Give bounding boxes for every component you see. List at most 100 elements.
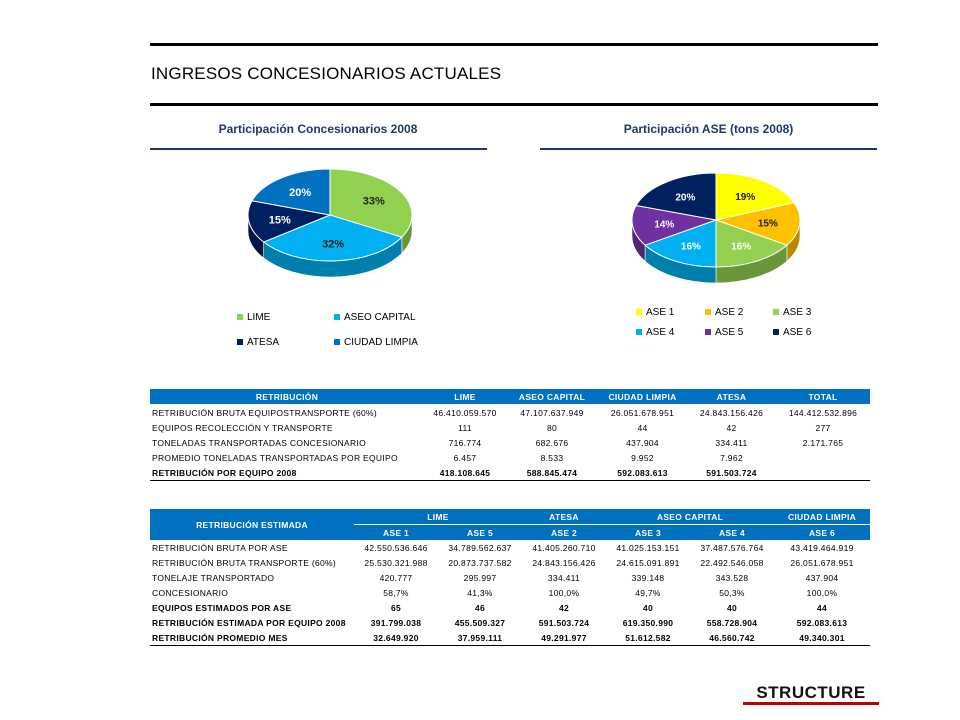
table-row: CONCESIONARIO 58,7% 41,3% 100,0% 49,7% 50,3% 1… [150,585,870,600]
table-row: EQUIPOS RECOLECCIÓN Y TRANSPORTE 111 80 44 4… [150,420,870,435]
table-cell: 43.419.464.919 [790,542,854,553]
table-cell: 40 [726,602,738,613]
pie-data-label: 19% [735,192,755,203]
legend-label: CIUDAD LIMPIA [344,337,418,348]
pie-slice-atesa [247,200,332,243]
left-chart-underline [150,148,487,150]
row-label: RETRIBUCIÓN PROMEDIO MES [152,632,288,643]
table-cell: 41,3% [467,587,493,598]
right-chart-title: Participación ASE (tons 2008) [623,122,794,136]
table-header-row: RETRIBUCIÓN LIME ASEO CAPITAL CIUDAD LIM… [150,389,870,405]
column-header: ASE 6 [774,524,870,540]
table-cell: 37.487.576.764 [700,542,764,553]
legend-label: ASE 5 [715,327,744,338]
pie-data-label: 16% [681,242,701,253]
legend-swatch [636,329,642,336]
row-label: PROMEDIO TONELADAS TRANSPORTADAS POR EQU… [152,452,398,463]
table-cell: 391.799.038 [370,617,422,628]
row-label: TONELAJE TRANSPORTADO [152,572,275,583]
legend-label: ASE 2 [715,307,744,318]
table-cell: 334.411 [547,572,581,583]
table-group-header-row: RETRIBUCIÓN ESTIMADA LIME ATESA ASEO CAP… [150,509,870,540]
table-cell: 716.774 [448,437,482,448]
legend-item-ase-5: ASE 5 [705,327,743,338]
table-row: TONELAJE TRANSPORTADO 420.777 295.997 334.4… [150,570,870,585]
table-cell: 6.457 [453,452,477,463]
legend-label: ASE 6 [783,327,812,338]
legend-swatch [705,309,711,316]
table-cell: 24.843.156.426 [532,557,596,568]
table-cell: 49,7% [635,587,661,598]
legend-swatch [334,314,340,321]
legend-item-ase-6: ASE 6 [773,327,811,338]
left-pie-chart: 33% 32% 15% 20% [247,168,413,278]
column-header: ASE 3 [606,524,690,540]
pie-data-label: 15% [758,219,778,230]
table-cell: 46.560.742 [709,632,755,643]
table-cell: 51.612.582 [625,632,671,643]
table-cell: 42 [558,602,570,613]
right-pie-chart: 19% 15% 16% 16% 14% 20% [631,172,801,284]
table-row: TONELADAS TRANSPORTADAS CONCESIONARIO 716… [150,435,870,450]
table-cell: 80 [546,422,558,433]
legend-swatch [334,339,340,346]
table-cell: 8.533 [540,452,564,463]
table-row: EQUIPOS ESTIMADOS POR ASE 65 46 42 40 40 44 [150,600,870,615]
column-header: CIUDAD LIMPIA [598,389,687,405]
table-cell: 42 [726,422,737,433]
row-label: CONCESIONARIO [152,587,229,598]
group-header-aseo-capital: ASEO CAPITAL [606,509,774,525]
table-cell: 619.350.990 [622,617,674,628]
right-chart-legend: ASE 1 ASE 2 ASE 3 ASE 4 ASE 5 ASE 6 [636,307,836,347]
table-cell: 7.962 [720,452,743,463]
pie-slice-ase-4 [644,219,717,268]
left-chart-legend: LIME ASEO CAPITAL ATESA CIUDAD LIMPIA [237,312,487,352]
table-cell: 9.952 [631,452,654,463]
page-title: INGRESOS CONCESIONARIOS ACTUALES [151,64,502,83]
legend-swatch [237,339,243,346]
column-header: TOTAL [776,389,870,405]
row-label: RETRIBUCIÓN BRUTA TRANSPORTE (60%) [152,557,337,568]
table-cell: 32.649.920 [373,632,419,643]
title-rule [150,103,878,106]
row-label: EQUIPOS ESTIMADOS POR ASE [152,602,292,613]
group-header-lime: LIME [354,509,522,525]
table-cell: 100,0% [806,587,838,598]
table-cell: 418.108.645 [439,467,491,478]
legend-label: LIME [247,312,271,323]
legend-item-atesa: ATESA [237,337,279,348]
structure-logo: STRUCTURE [743,683,879,705]
table-row: RETRIBUCIÓN PROMEDIO MES 32.649.920 37.959… [150,630,870,646]
table-cell: 277 [815,422,831,433]
table-cell: 24.615.091.891 [616,557,680,568]
left-chart-title: Participación Concesionarios 2008 [218,122,418,136]
table-cell: 20.873.737.582 [448,557,512,568]
table-cell: 100,0% [548,587,580,598]
table-cell: 334.411 [715,437,748,448]
legend-item-ase-4: ASE 4 [636,327,674,338]
table-cell: 26.051.678.951 [790,557,854,568]
row-label: EQUIPOS RECOLECCIÓN Y TRANSPORTE [152,422,333,433]
legend-label: ASEO CAPITAL [344,312,416,323]
logo-underline [743,702,879,705]
column-header: LIME [424,389,506,405]
legend-item-ase-1: ASE 1 [636,307,674,318]
table-cell: 591.503.724 [706,467,757,478]
table-cell: 2.171.765 [802,437,844,448]
table-cell: 682.676 [535,437,569,448]
table-cell: 437.904 [626,437,659,448]
legend-label: ASE 4 [646,327,675,338]
pie-slice-ase-1 [715,172,795,221]
pie-slice-ase-6 [635,172,717,221]
row-label: RETRIBUCIÓN POR EQUIPO 2008 [152,467,297,478]
table-row: PROMEDIO TONELADAS TRANSPORTADAS POR EQU… [150,450,870,465]
table-cell: 47.107.637.949 [520,407,584,418]
table-cell: 49.291.977 [541,632,587,643]
pie-slice-aseo-capital [262,214,403,262]
pie-slice-ciudad-limpia [251,168,331,216]
table-cell: 42.550.536.646 [364,542,428,553]
table-row: RETRIBUCIÓN POR EQUIPO 2008 418.108.645 58… [150,465,870,481]
table-cell: 46.410.059.570 [433,407,497,418]
table-cell: 420.777 [379,572,413,583]
table-row: RETRIBUCIÓN BRUTA POR ASE 42.550.536.646 3… [150,540,870,555]
